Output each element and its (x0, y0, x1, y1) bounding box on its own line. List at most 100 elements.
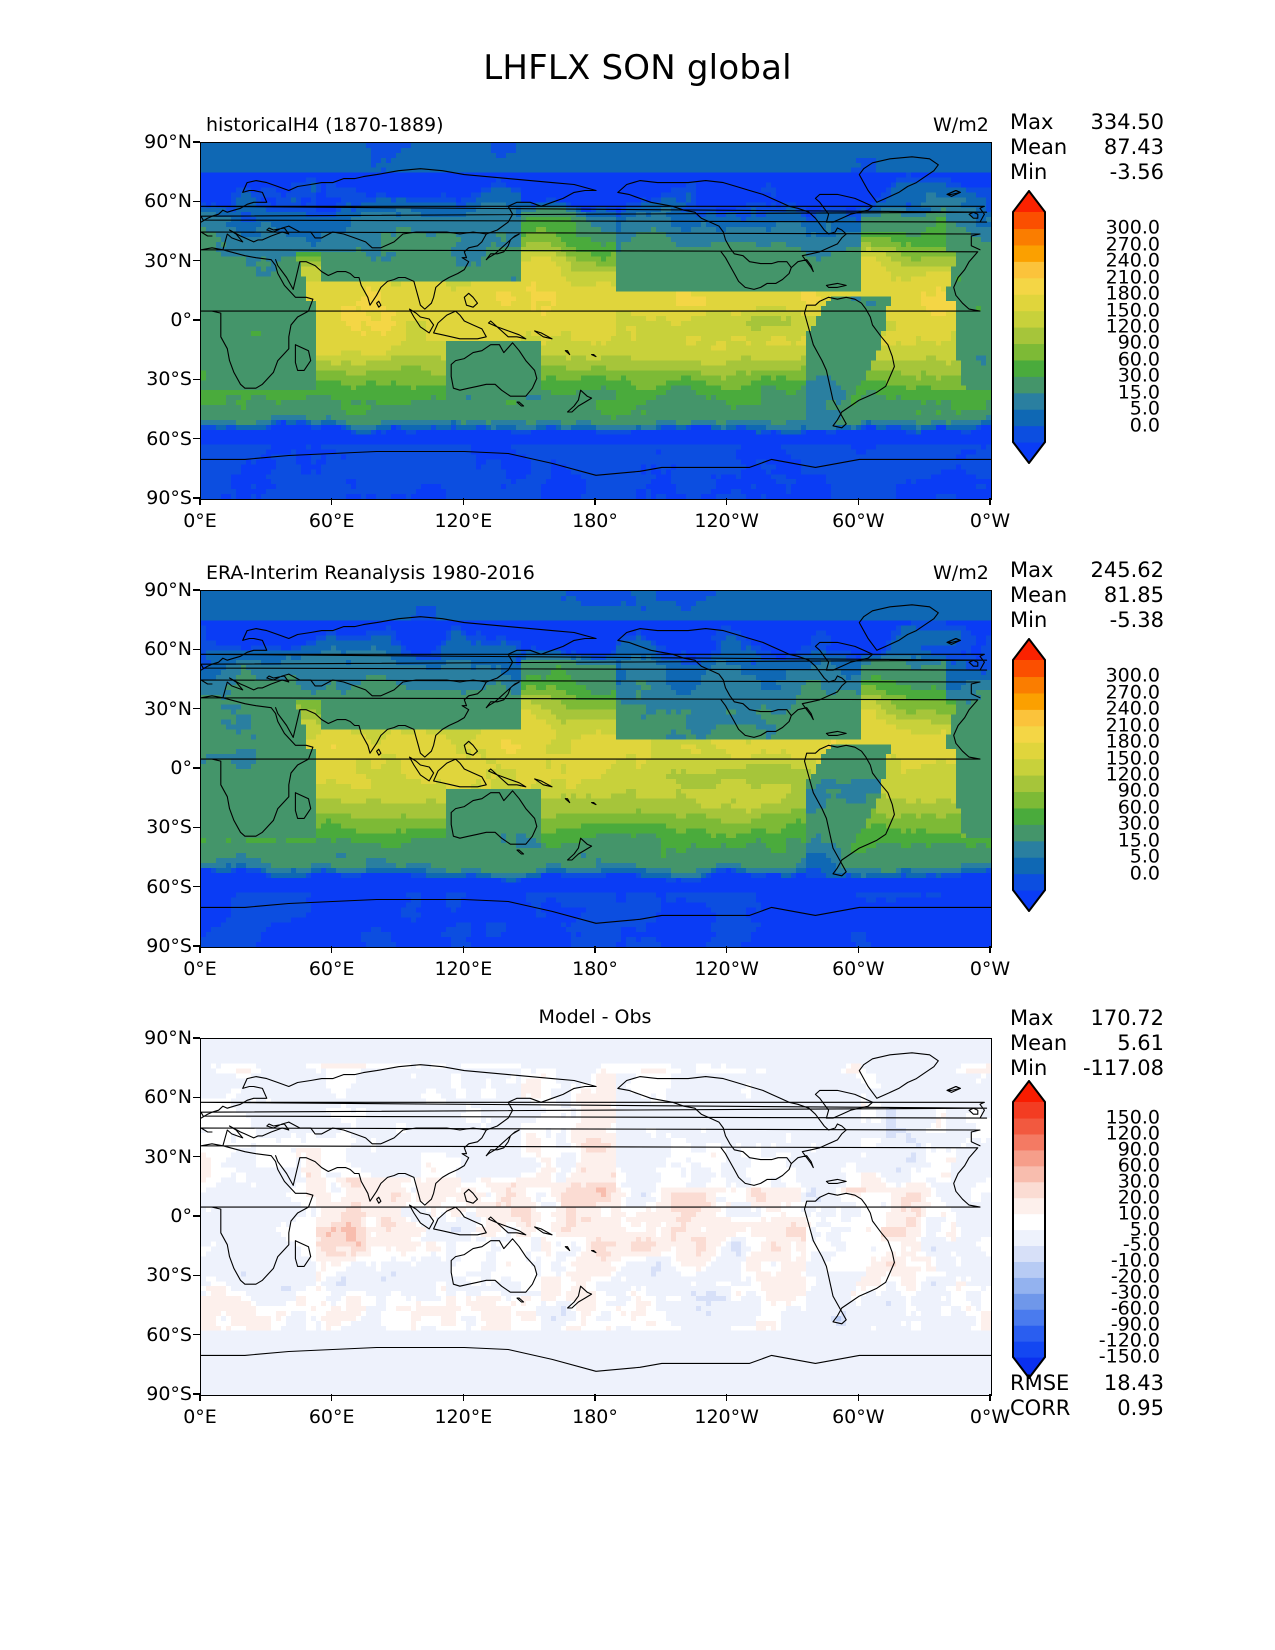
x-tick-label: 180° (572, 510, 618, 532)
colorbar-tick-label: -60.0 (1111, 1299, 1160, 1319)
y-tick-mark (193, 141, 200, 143)
y-tick-mark (193, 259, 200, 262)
map-model[interactable] (200, 142, 992, 500)
y-tick-label: 60°S (124, 1324, 192, 1346)
stat-row: Min -5.38 (1010, 608, 1164, 633)
x-tick-label: 60°W (832, 510, 884, 532)
colorbar-tick-label: 180.0 (1106, 732, 1160, 752)
colorbar-tick-label: 20.0 (1118, 1188, 1160, 1207)
y-tick-label: 60°S (124, 876, 192, 898)
x-tick-label: 0°E (183, 1406, 217, 1428)
colorbar-tick-label: 180.0 (1106, 284, 1160, 304)
x-tick-mark (857, 1394, 860, 1401)
colorbar-tick-label: 240.0 (1106, 251, 1160, 271)
y-tick-mark (193, 200, 200, 203)
y-tick-mark (193, 319, 200, 321)
y-tick-label: 90°N (124, 1027, 192, 1049)
y-tick-mark (193, 648, 200, 651)
colorbar-tick-label: 270.0 (1106, 235, 1160, 254)
colorbar-tick-label: -90.0 (1111, 1315, 1160, 1335)
x-tick-label: 0°E (183, 510, 217, 532)
stat-row: Max 170.72 (1010, 1006, 1164, 1031)
colorbar-obs (1012, 638, 1046, 912)
x-tick-label: 0°W (970, 1406, 1010, 1428)
y-tick-mark (193, 1037, 200, 1039)
x-tick-mark (199, 1394, 201, 1401)
stat-row: Min -3.56 (1010, 160, 1164, 185)
panel-model-stats: Max 334.50 Mean 87.43 Min -3.56 (1010, 110, 1164, 185)
colorbar-tick-label: 210.0 (1106, 268, 1160, 287)
colorbar-tick-label: 150.0 (1106, 749, 1160, 768)
colorbar-tick-label: 0.0 (1130, 864, 1160, 883)
x-tick-label: 120°W (694, 958, 759, 980)
x-tick-mark (989, 1394, 991, 1401)
y-tick-mark (193, 1215, 200, 1217)
x-tick-mark (462, 946, 465, 953)
x-tick-label: 120°E (434, 958, 492, 980)
colorbar-tick-label: -30.0 (1111, 1283, 1160, 1303)
y-tick-mark (193, 885, 200, 888)
colorbar-tick-label: -120.0 (1099, 1331, 1160, 1351)
panel-obs-units: W/m2 (933, 562, 989, 584)
x-tick-mark (199, 946, 201, 953)
panel-model-subtitle: historicalH4 (1870-1889) (206, 114, 444, 136)
stat-row: Max 334.50 (1010, 110, 1164, 135)
y-tick-label: 0° (124, 309, 192, 331)
map-difference[interactable] (200, 1038, 992, 1396)
colorbar-tick-label: 5.0 (1130, 847, 1160, 867)
y-tick-label: 30°N (124, 1146, 192, 1168)
x-tick-mark (330, 946, 333, 953)
x-tick-mark (725, 1394, 728, 1401)
colorbar-tick-label: 300.0 (1106, 218, 1160, 238)
colorbar-tick-label: 15.0 (1118, 383, 1160, 402)
y-tick-mark (193, 945, 200, 947)
panel-difference-stats: Max 170.72 Mean 5.61 Min -117.08 (1010, 1006, 1164, 1081)
stat-row: Mean 5.61 (1010, 1031, 1164, 1056)
y-tick-label: 30°S (124, 816, 192, 838)
panel-model-units: W/m2 (933, 114, 989, 136)
stat-row: Mean 87.43 (1010, 135, 1164, 160)
x-tick-mark (857, 946, 860, 953)
x-tick-label: 60°W (832, 958, 884, 980)
x-tick-mark (462, 498, 465, 505)
colorbar-tick-label: 240.0 (1106, 699, 1160, 719)
panel-obs-subtitle: ERA-Interim Reanalysis 1980-2016 (206, 562, 535, 584)
y-tick-mark (193, 1155, 200, 1158)
x-tick-label: 120°W (694, 1406, 759, 1428)
y-tick-label: 90°N (124, 579, 192, 601)
y-tick-mark (193, 1274, 200, 1277)
y-tick-label: 0° (124, 757, 192, 779)
x-tick-mark (330, 498, 333, 505)
colorbar-difference-labels: 150.0 120.0 90.0 60.0 30.0 20.0 10.0 5.0 -5.0 -10… (1040, 1080, 1160, 1379)
y-tick-label: 30°S (124, 1264, 192, 1286)
colorbar-tick-label: 300.0 (1106, 666, 1160, 686)
colorbar-tick-label: 30.0 (1118, 814, 1160, 834)
y-tick-mark (193, 497, 200, 499)
colorbar-tick-label: 30.0 (1118, 1172, 1160, 1191)
stat-row: Mean 81.85 (1010, 583, 1164, 608)
colorbar-tick-label: 90.0 (1118, 1140, 1160, 1159)
y-tick-mark (193, 1393, 200, 1395)
x-tick-label: 60°E (309, 1406, 355, 1428)
y-tick-label: 90°S (124, 487, 192, 509)
y-tick-label: 90°S (124, 1383, 192, 1405)
y-tick-label: 90°N (124, 131, 192, 153)
colorbar-tick-label: 90.0 (1118, 781, 1160, 801)
map-obs[interactable] (200, 590, 992, 948)
colorbar-difference (1012, 1080, 1046, 1379)
colorbar-tick-label: 270.0 (1106, 683, 1160, 702)
x-tick-mark (989, 946, 991, 953)
x-tick-mark (462, 1394, 465, 1401)
page-title: LHFLX SON global (0, 48, 1275, 88)
x-tick-mark (330, 1394, 333, 1401)
panel-difference-subtitle: Model - Obs (200, 1006, 990, 1028)
colorbar-tick-label: -150.0 (1099, 1347, 1160, 1367)
x-tick-mark (594, 1394, 596, 1401)
x-tick-label: 120°E (434, 1406, 492, 1428)
colorbar-tick-label: 60.0 (1118, 1156, 1160, 1175)
colorbar-obs-labels: 300.0 270.0 240.0 210.0 180.0 150.0 120.0 90.0 6… (1040, 638, 1160, 912)
x-tick-label: 180° (572, 958, 618, 980)
colorbar-tick-label: -10.0 (1111, 1251, 1160, 1271)
x-tick-label: 180° (572, 1406, 618, 1428)
panel-obs-stats: Max 245.62 Mean 81.85 Min -5.38 (1010, 558, 1164, 633)
